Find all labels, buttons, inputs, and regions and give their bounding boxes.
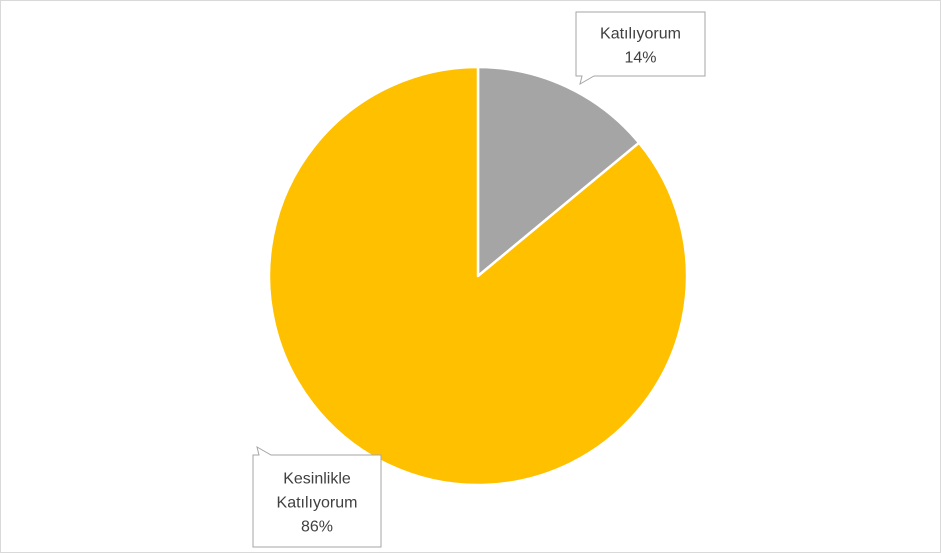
callout-box — [575, 11, 706, 86]
callout-0: Katılıyorum 14% — [575, 11, 706, 86]
callout-box — [252, 445, 382, 548]
pie-slice-0 — [476, 65, 641, 278]
callout-label: Katılıyorum — [277, 495, 358, 512]
pie-slices — [267, 65, 689, 487]
callout-label: 86% — [301, 519, 333, 536]
pie-slice-1 — [267, 65, 689, 487]
callout-label: 14% — [624, 50, 656, 67]
data-label-callouts: Katılıyorum 14% Kesinlikle Katılıyorum 86% — [252, 11, 706, 548]
callout-label: Kesinlikle — [283, 471, 351, 488]
callout-label: Katılıyorum — [600, 26, 681, 43]
callout-1: Kesinlikle Katılıyorum 86% — [252, 445, 382, 548]
